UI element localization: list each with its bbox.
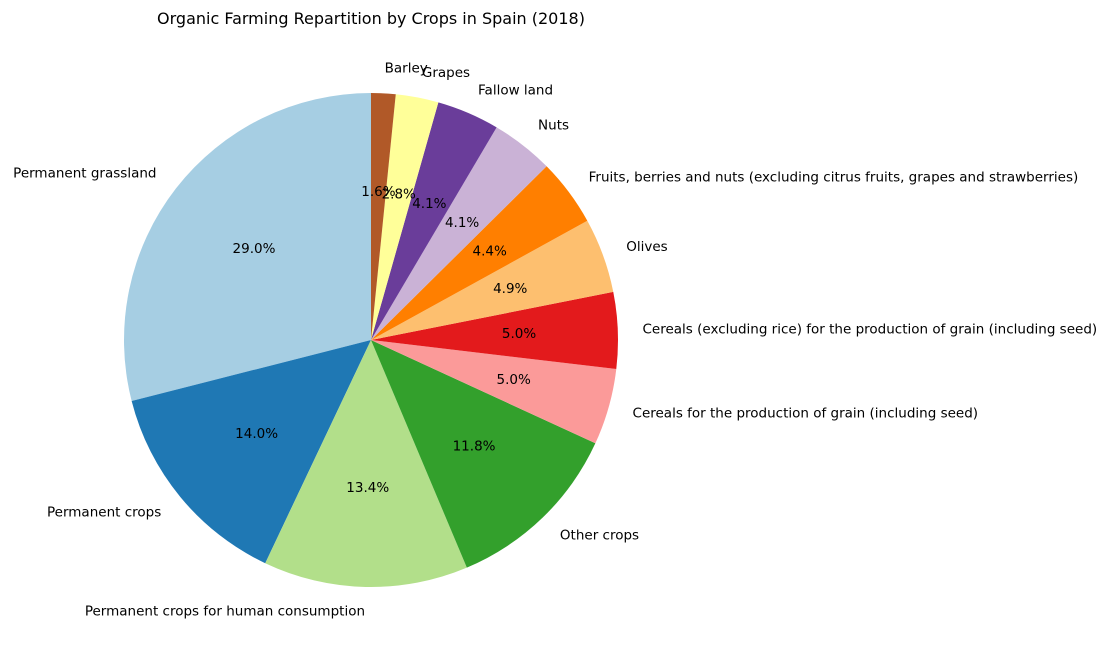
pct-label-olives: 4.9% bbox=[493, 281, 527, 297]
pct-label-permanent-crops-for-human-consumption: 13.4% bbox=[346, 480, 389, 496]
percentage-labels: 29.0% 14.0% 13.4% 11.8% 5.0% 5.0% 4.9% 4.4% 4.1%… bbox=[233, 184, 537, 496]
slice-labels: Permanent grassland Permanent crops Perman… bbox=[13, 61, 1097, 620]
pct-label-barley: 1.6% bbox=[361, 184, 395, 200]
pie-slice-other-crops bbox=[371, 340, 596, 568]
slice-label-fruits-berries-and-nuts-excluding-citrus-fruits-grapes-and-strawberries: Fruits, berries and nuts (excluding citr… bbox=[589, 169, 1079, 185]
slice-label-fallow-land: Fallow land bbox=[478, 82, 553, 98]
slice-label-permanent-grassland: Permanent grassland bbox=[13, 165, 156, 181]
pct-label-nuts: 4.1% bbox=[445, 215, 479, 231]
slice-label-permanent-crops: Permanent crops bbox=[47, 505, 161, 521]
pct-label-cereals-excluding-rice-for-the-production-of-grain-including-seed: 5.0% bbox=[502, 326, 536, 342]
pct-label-grapes: 2.8% bbox=[382, 186, 416, 202]
pct-label-cereals-for-the-production-of-grain-including-seed: 5.0% bbox=[496, 372, 530, 388]
pie-slice-barley bbox=[371, 93, 396, 340]
pie-slice-grapes bbox=[371, 94, 439, 341]
pct-label-fallow-land: 4.1% bbox=[412, 196, 446, 212]
pct-label-other-crops: 11.8% bbox=[453, 439, 496, 455]
chart-title: Organic Farming Repartition by Crops in … bbox=[157, 9, 585, 28]
pct-label-permanent-grassland: 29.0% bbox=[233, 241, 276, 257]
pie-slice-permanent-crops bbox=[131, 340, 371, 564]
pie-slices bbox=[124, 93, 618, 588]
pie-slice-nuts bbox=[371, 127, 547, 340]
slice-label-olives: Olives bbox=[626, 239, 667, 255]
pie-slice-permanent-crops-for-human-consumption bbox=[265, 340, 467, 588]
pie-slice-permanent-grassland bbox=[124, 93, 371, 401]
pie-slice-cereals-for-the-production-of-grain-including-seed bbox=[371, 340, 617, 444]
pie-slice-olives bbox=[371, 220, 614, 340]
pie-slice-cereals-excluding-rice-for-the-production-of-grain-including-seed bbox=[371, 291, 618, 369]
pie-slice-fruits-berries-and-nuts-excluding-citrus-fruits-grapes-and-strawberries bbox=[371, 166, 588, 340]
slice-label-grapes: Grapes bbox=[422, 65, 470, 81]
slice-label-cereals-excluding-rice-for-the-production-of-grain-including-seed: Cereals (excluding rice) for the product… bbox=[642, 321, 1097, 337]
pie-slice-fallow-land bbox=[371, 102, 497, 340]
slice-label-cereals-for-the-production-of-grain-including-seed: Cereals for the production of grain (inc… bbox=[633, 406, 979, 422]
slice-label-barley: Barley bbox=[385, 61, 428, 77]
slice-label-nuts: Nuts bbox=[538, 118, 569, 134]
slice-label-other-crops: Other crops bbox=[560, 527, 639, 543]
pct-label-permanent-crops: 14.0% bbox=[235, 426, 278, 442]
slice-label-permanent-crops-for-human-consumption: Permanent crops for human consumption bbox=[85, 604, 365, 620]
pct-label-fruits-berries-and-nuts-excluding-citrus-fruits-grapes-and-strawberries: 4.4% bbox=[473, 243, 507, 259]
